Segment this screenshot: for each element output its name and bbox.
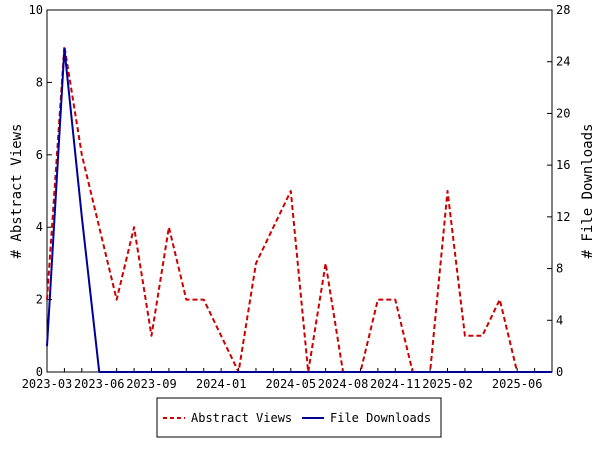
y-axis-title: # Abstract Views: [9, 124, 25, 259]
plot-area: [46, 9, 553, 373]
y2-tick-label: 20: [556, 106, 570, 120]
y2-tick-label: 28: [556, 3, 570, 17]
series-line-abstract-views: [46, 45, 552, 373]
x-tick-label: 2024-08: [318, 377, 369, 391]
y2-tick-label: 24: [556, 55, 570, 69]
y2-tick-label: 0: [556, 365, 563, 379]
y-axis-right: 0 4 8 12 16 20 24 28: [547, 3, 570, 379]
y-tick-label: 8: [36, 75, 43, 89]
legend: Abstract Views File Downloads: [156, 397, 442, 438]
legend-label-file-downloads: File Downloads: [330, 411, 431, 425]
x-tick-label: 2025-02: [422, 377, 473, 391]
x-tick-label: 2024-01: [196, 377, 247, 391]
y-tick-label: 0: [36, 365, 43, 379]
y2-tick-label: 8: [556, 262, 563, 276]
legend-label-abstract-views: Abstract Views: [191, 411, 292, 425]
x-tick-label: 2023-03: [22, 377, 73, 391]
x-tick-label: 2024-11: [370, 377, 421, 391]
y2-tick-label: 4: [556, 313, 563, 327]
x-tick-label: 2023-09: [126, 377, 177, 391]
x-tick-label: 2025-06: [492, 377, 543, 391]
y2-tick-label: 16: [556, 158, 570, 172]
y-tick-label: 10: [29, 3, 43, 17]
x-tick-label: 2024-05: [266, 377, 317, 391]
y-tick-label: 4: [36, 220, 43, 234]
y-tick-label: 6: [36, 148, 43, 162]
y2-axis-title: # File Downloads: [580, 124, 596, 259]
x-tick-label: 2023-06: [74, 377, 125, 391]
series-line-file-downloads: [46, 47, 552, 373]
y-tick-label: 2: [36, 293, 43, 307]
y2-tick-label: 12: [556, 210, 570, 224]
series-layer: [46, 45, 552, 373]
legend-box: [156, 397, 442, 438]
